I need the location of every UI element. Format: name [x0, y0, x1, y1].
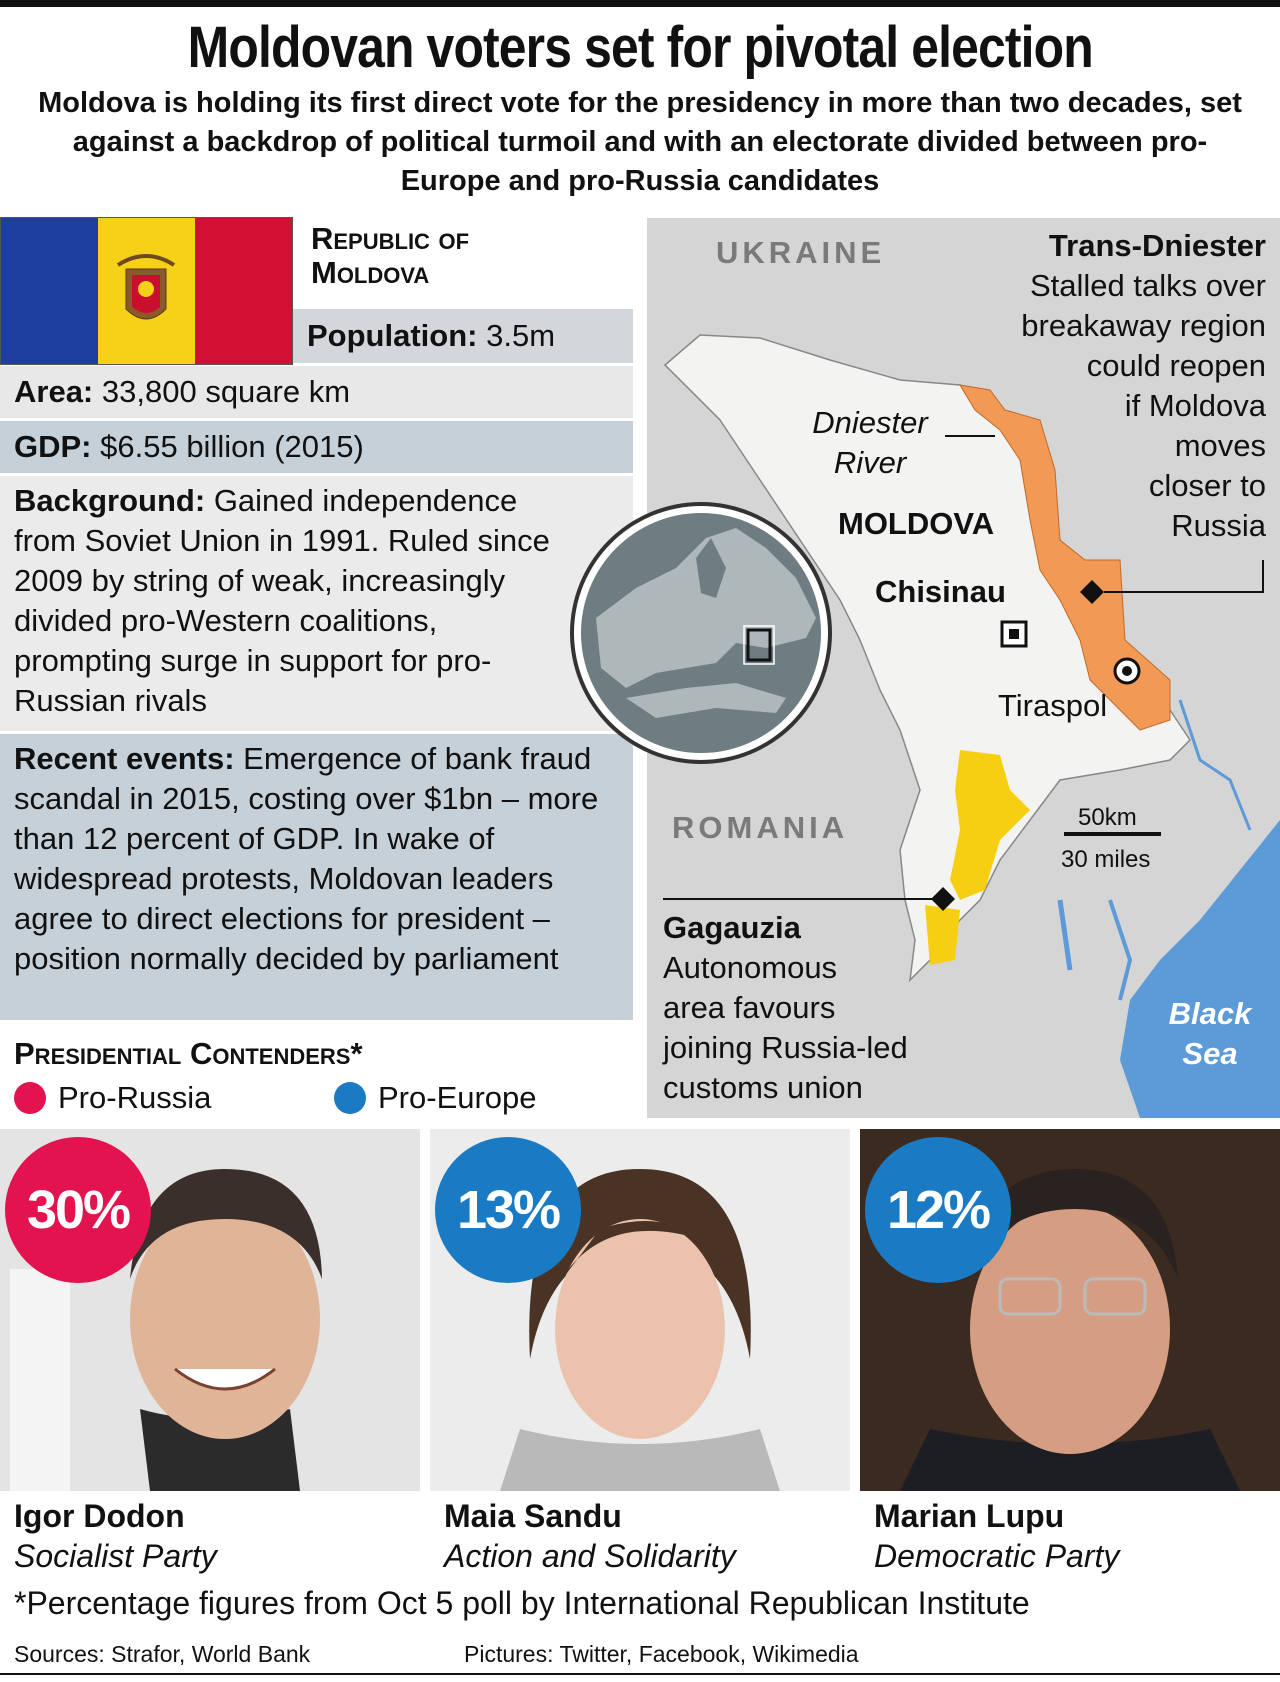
note-line: area favours	[663, 990, 836, 1025]
sea-line: Sea	[1182, 1036, 1238, 1071]
fact-value: $6.55 billion (2015)	[100, 429, 364, 464]
city-label: Tiraspol	[998, 688, 1108, 723]
fact-label: Background:	[14, 483, 206, 518]
note-line: breakaway region	[1021, 308, 1266, 343]
note-title: Trans-Dniester	[1048, 228, 1266, 263]
legend-dot	[14, 1082, 46, 1114]
note-line: Autonomous	[663, 950, 838, 985]
subtitle: Moldova is holding its first direct vote…	[38, 87, 1242, 197]
candidate-party: Action and Solidarity	[444, 1538, 736, 1574]
note-line: Stalled talks over	[1029, 268, 1266, 303]
map-label: UKRAINE	[716, 235, 886, 270]
fact-value: Emergence of bank fraud scandal in 2015,…	[14, 741, 599, 976]
note-title: Gagauzia	[663, 910, 801, 945]
fact-value: 3.5m	[486, 318, 556, 353]
river-label: Dniester River	[800, 403, 940, 483]
legend-dot	[334, 1082, 366, 1114]
fact-label: Recent events:	[14, 741, 235, 776]
pictures: Pictures: Twitter, Facebook, Wikimedia	[464, 1641, 859, 1667]
fact-value: Gained independence from Soviet Union in…	[14, 483, 550, 718]
top-rule	[0, 0, 1280, 7]
title-text: Moldovan voters set for pivotal election	[187, 15, 1093, 80]
fact-label: Population:	[307, 318, 478, 353]
capital-label: Chisinau	[875, 574, 1006, 609]
candidate-party: Socialist Party	[14, 1538, 217, 1574]
fact-label: GDP:	[14, 429, 92, 464]
map	[647, 218, 1280, 1118]
scale-km: 50km	[1078, 804, 1137, 831]
flag	[0, 217, 293, 365]
legend-label: Pro-Russia	[58, 1080, 212, 1115]
footnote: *Percentage figures from Oct 5 poll by I…	[14, 1585, 1030, 1621]
contenders-title: Presidential Contenders*	[14, 1036, 363, 1071]
fact-area: Area: 33,800 square km	[0, 366, 633, 418]
sea-line: Black	[1168, 996, 1252, 1031]
note-line: could reopen	[1086, 348, 1266, 383]
river-line: River	[833, 445, 907, 480]
fact-value: 33,800 square km	[101, 374, 351, 409]
scale-miles: 30 miles	[1061, 846, 1151, 873]
fact-label: Area:	[14, 374, 94, 409]
legend: Pro-Russia Pro-Europe	[14, 1078, 634, 1118]
candidate-name: Igor Dodon	[14, 1498, 185, 1534]
fact-population: Population: 3.5m	[293, 309, 633, 363]
gagauzia-note: Gagauzia Autonomous area favours joining Ru…	[663, 908, 908, 1108]
note-line: customs union	[663, 1070, 863, 1105]
sea-label: Black Sea	[1150, 994, 1270, 1074]
river-line: Dniester	[812, 405, 928, 440]
title: Moldovan voters set for pivotal election	[0, 14, 1280, 81]
globe	[570, 502, 832, 764]
fact-recent: Recent events: Emergence of bank fraud s…	[0, 734, 633, 1020]
candidate-name: Maia Sandu	[444, 1498, 622, 1534]
legend-label: Pro-Europe	[378, 1080, 537, 1115]
map-label: MOLDOVA	[838, 506, 995, 541]
country-name: Republic of Moldova	[311, 221, 470, 290]
sources: Sources: Strafor, World Bank	[14, 1641, 311, 1667]
note-line: closer to	[1148, 468, 1266, 503]
fact-background: Background: Gained independence from Sov…	[0, 476, 633, 731]
candidate-party: Democratic Party	[874, 1538, 1120, 1574]
transdniester-note: Trans-Dniester Stalled talks over breakawa…	[1021, 226, 1266, 546]
fact-gdp: GDP: $6.55 billion (2015)	[0, 421, 633, 473]
note-line: joining Russia-led	[663, 1030, 908, 1065]
bottom-rule	[0, 1673, 1280, 1675]
candidate-name: Marian Lupu	[874, 1498, 1065, 1534]
photos	[0, 1129, 1280, 1491]
note-line: Russia	[1171, 508, 1266, 543]
note-line: if Moldova	[1124, 388, 1266, 423]
map-label: ROMANIA	[672, 810, 849, 845]
note-line: moves	[1174, 428, 1266, 463]
